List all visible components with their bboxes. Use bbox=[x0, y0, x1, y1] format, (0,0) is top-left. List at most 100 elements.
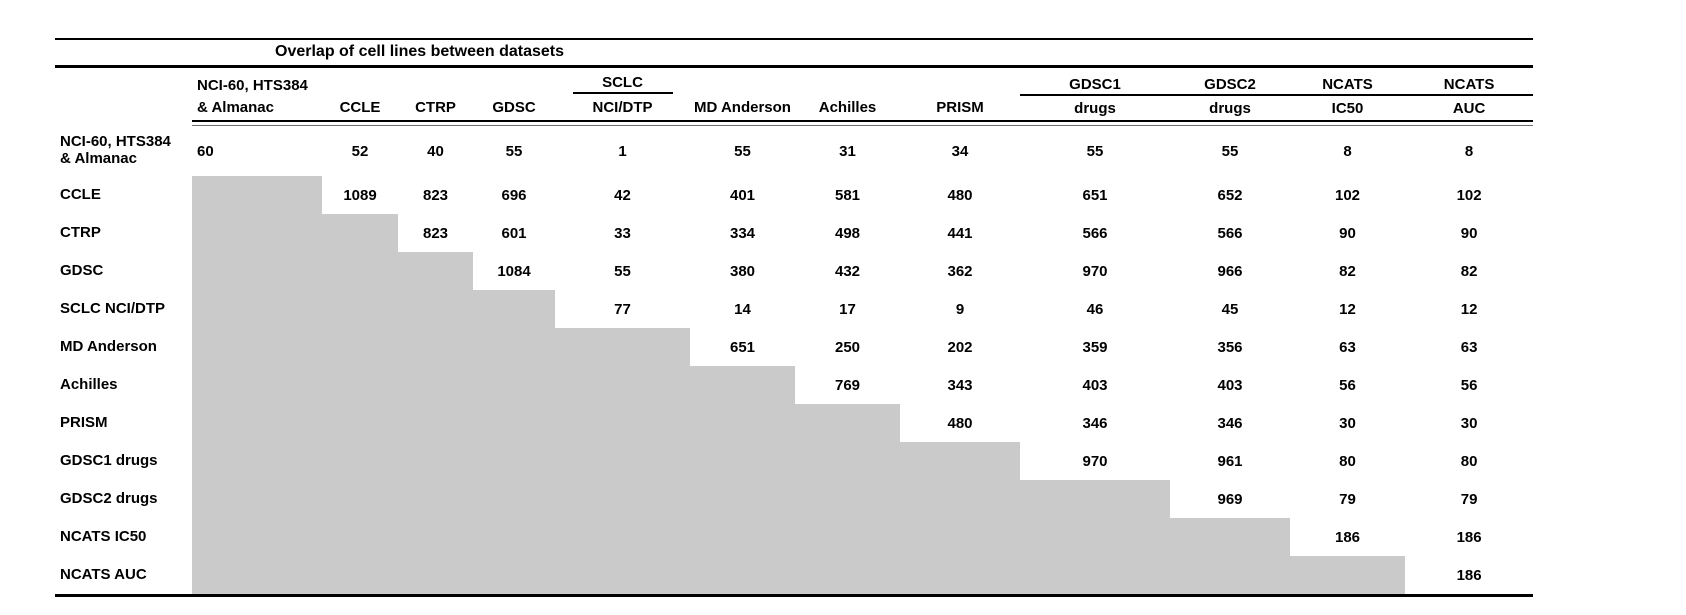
overlap-value-cell: 961 bbox=[1217, 452, 1243, 470]
header-corner-cell-2 bbox=[55, 95, 192, 121]
row-label: NCATS IC50 bbox=[60, 527, 147, 545]
table-row-gdsc1-drugs: GDSC1 drugs 970 961 80 80 bbox=[55, 442, 1533, 480]
column-header-top-ctrp bbox=[398, 67, 473, 96]
overlap-value-cell: 55 bbox=[734, 142, 751, 160]
header-row-top: NCI-60, HTS384 SCLC GDSC1 GDSC2 NCATS NCATS bbox=[55, 66, 1534, 96]
table-row-ctrp: CTRP 823 601 33 334 498 441 566 566 90 90 bbox=[55, 214, 1533, 252]
row-label: GDSC2 drugs bbox=[60, 489, 158, 507]
overlap-value-cell: 34 bbox=[951, 142, 969, 160]
overlap-value-cell: 55 bbox=[1086, 142, 1104, 160]
column-header-top-gdsc2-drugs: GDSC2 bbox=[1170, 66, 1290, 96]
column-header-underline-sclc-ncidtp: SCLC bbox=[572, 74, 673, 94]
overlap-value-cell: 40 bbox=[427, 142, 444, 160]
shaded-cell bbox=[690, 480, 795, 518]
shaded-cell bbox=[322, 518, 398, 556]
row-label: NCI-60, HTS384 & Almanac bbox=[60, 132, 171, 167]
overlap-value-cell: 102 bbox=[1334, 186, 1361, 204]
overlap-value-cell: 90 bbox=[1460, 224, 1478, 242]
shaded-cell bbox=[1020, 556, 1170, 597]
overlap-value-cell: 80 bbox=[1339, 452, 1356, 470]
overlap-value-cell: 1089 bbox=[343, 186, 377, 204]
shaded-cell bbox=[900, 556, 1020, 597]
overlap-value-cell: 403 bbox=[1082, 376, 1108, 394]
overlap-value-cell: 33 bbox=[614, 224, 631, 242]
shaded-cell bbox=[555, 328, 690, 366]
spacer-cell-ctrp bbox=[398, 121, 473, 126]
spacer-cell-achilles bbox=[795, 121, 900, 126]
shaded-cell bbox=[192, 442, 322, 480]
column-header-top-ccle bbox=[322, 67, 398, 96]
overlap-value-cell: 30 bbox=[1339, 414, 1356, 432]
shaded-cell bbox=[900, 518, 1020, 556]
overlap-value-cell: 966 bbox=[1217, 262, 1243, 280]
shaded-cell bbox=[795, 518, 900, 556]
shaded-cell bbox=[473, 366, 555, 404]
overlap-value-cell: 651 bbox=[1082, 186, 1108, 204]
overlap-table-container: Overlap of cell lines between datasets N… bbox=[55, 38, 1534, 597]
shaded-cell bbox=[398, 290, 473, 328]
shaded-cell bbox=[322, 252, 398, 290]
shaded-cell bbox=[473, 518, 555, 556]
shaded-cell bbox=[398, 404, 473, 442]
shaded-cell bbox=[555, 442, 690, 480]
overlap-value-cell: 63 bbox=[1460, 338, 1478, 356]
shaded-cell bbox=[473, 556, 555, 597]
spacer-cell-ccle bbox=[322, 121, 398, 126]
overlap-value-cell: 90 bbox=[1339, 224, 1356, 242]
table-row-nci60-almanac: NCI-60, HTS384 & Almanac 60 52 40 55 1 55 31 34 55… bbox=[55, 126, 1533, 177]
spacer-cell-ncats-auc bbox=[1405, 121, 1534, 126]
row-label: NCATS AUC bbox=[55, 556, 192, 597]
overlap-value-cell: 581 bbox=[834, 186, 861, 204]
column-header-top-ncats-ic50: NCATS bbox=[1290, 66, 1405, 96]
shaded-cell bbox=[322, 366, 398, 404]
overlap-value-cell: 55 bbox=[505, 142, 523, 160]
shaded-cell bbox=[690, 442, 795, 480]
shaded-cell bbox=[192, 366, 322, 404]
shaded-cell bbox=[322, 556, 398, 597]
shaded-cell bbox=[690, 404, 795, 442]
overlap-value-cell: 186 bbox=[1456, 528, 1482, 546]
spacer-cell-gdsc bbox=[473, 121, 555, 126]
shaded-cell bbox=[192, 290, 322, 328]
overlap-value-cell: 82 bbox=[1460, 262, 1478, 280]
spacer-cell-gdsc1-drugs bbox=[1020, 121, 1170, 126]
overlap-value-cell: 56 bbox=[1460, 376, 1478, 394]
overlap-value-cell: 17 bbox=[839, 300, 856, 318]
column-header-md-anderson: MD Anderson bbox=[690, 95, 795, 122]
column-header-achilles: Achilles bbox=[795, 95, 900, 122]
overlap-value-cell: 63 bbox=[1339, 338, 1356, 356]
shaded-cell bbox=[473, 328, 555, 366]
shaded-cell bbox=[192, 404, 322, 442]
overlap-value-cell: 403 bbox=[1217, 376, 1243, 394]
shaded-cell bbox=[398, 442, 473, 480]
overlap-value-cell: 82 bbox=[1339, 262, 1356, 280]
shaded-cell bbox=[555, 480, 690, 518]
overlap-value-cell: 566 bbox=[1217, 224, 1243, 242]
shaded-cell bbox=[398, 556, 473, 597]
spacer-cell-ncats-ic50 bbox=[1290, 121, 1405, 126]
spacer-cell-prism bbox=[900, 121, 1020, 126]
overlap-value-cell: 250 bbox=[834, 338, 861, 356]
overlap-value-cell: 12 bbox=[1339, 300, 1356, 318]
shaded-cell bbox=[192, 176, 322, 214]
row-label: GDSC bbox=[60, 261, 104, 279]
overlap-value-cell: 823 bbox=[422, 186, 449, 204]
spacer-cell-sclc-ncidtp bbox=[555, 121, 690, 126]
overlap-value-cell: 80 bbox=[1460, 452, 1478, 470]
overlap-value-cell: 432 bbox=[834, 262, 861, 280]
column-header-gdsc2-drugs: drugs bbox=[1170, 95, 1290, 122]
overlap-value-cell: 45 bbox=[1221, 300, 1239, 318]
overlap-value-cell: 12 bbox=[1460, 300, 1478, 318]
table-row-ccle: CCLE 1089 823 696 42 401 581 480 651 652 102 102 bbox=[55, 176, 1533, 214]
column-header-ccle: CCLE bbox=[322, 95, 398, 122]
overlap-value-cell: 359 bbox=[1082, 338, 1108, 356]
shaded-cell bbox=[473, 442, 555, 480]
shaded-cell bbox=[473, 480, 555, 518]
shaded-cell bbox=[192, 556, 322, 597]
header-row-bottom: & Almanac CCLE CTRP GDSC NCI/DTP MD Anderson A… bbox=[55, 95, 1534, 122]
column-header-top-nci60-almanac: NCI-60, HTS384 bbox=[197, 77, 308, 94]
shaded-cell bbox=[322, 328, 398, 366]
overlap-value-cell: 498 bbox=[834, 224, 861, 242]
table-row-md-anderson: MD Anderson 651 250 202 359 356 63 63 bbox=[55, 328, 1533, 366]
column-header-ncats-ic50: IC50 bbox=[1290, 95, 1405, 122]
